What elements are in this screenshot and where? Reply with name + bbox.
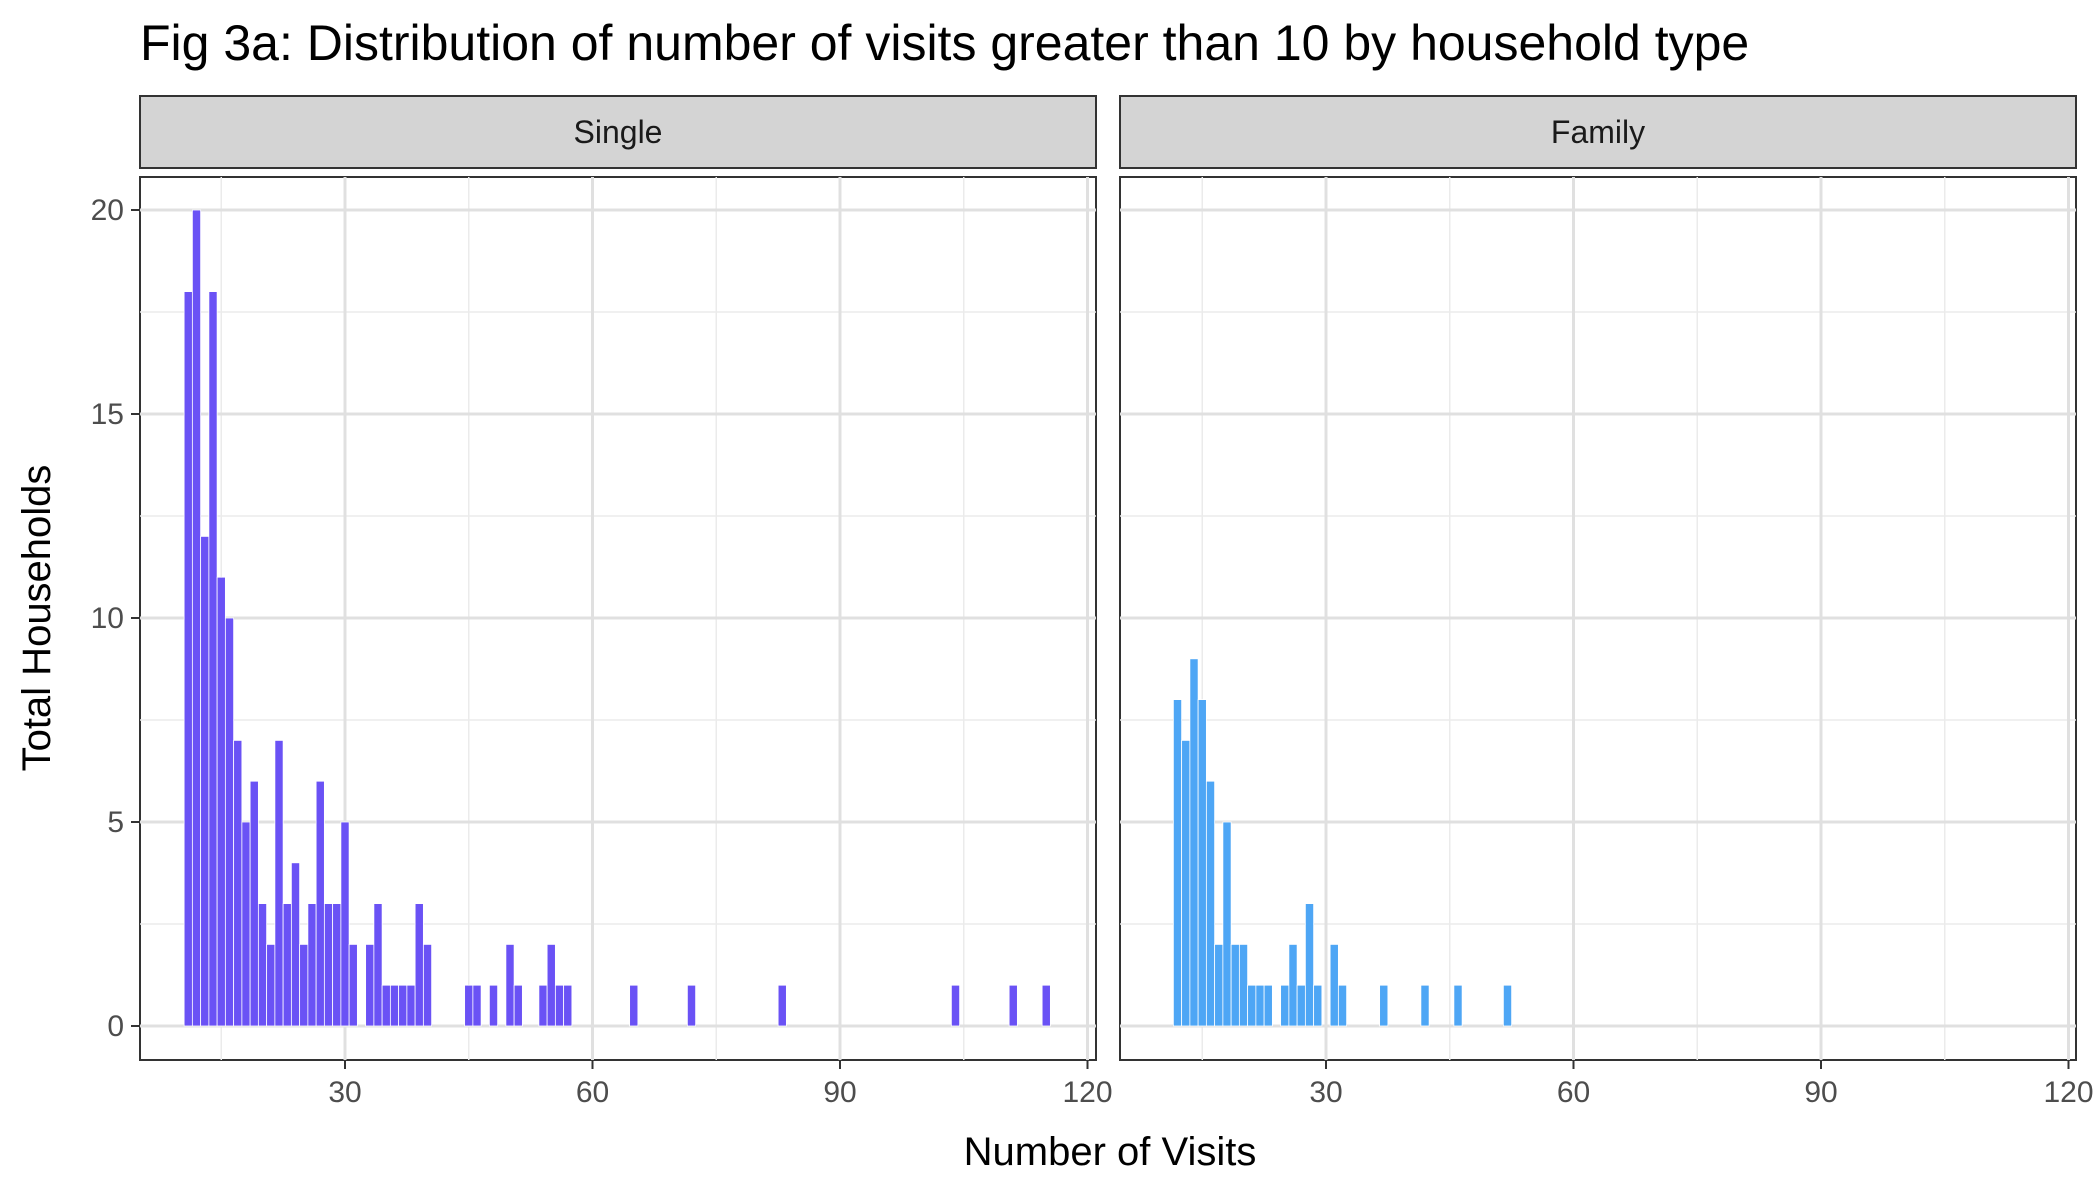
histogram-bar (365, 944, 375, 1027)
histogram-bar (373, 903, 383, 1027)
histogram-bar (282, 903, 292, 1027)
histogram-bar (323, 903, 334, 1027)
histogram-bar (233, 740, 243, 1027)
histogram-bar (249, 780, 259, 1027)
histogram-bar (1172, 699, 1183, 1027)
histogram-bar (1041, 984, 1051, 1027)
x-tick-label: 90 (1804, 1076, 1837, 1109)
histogram-bar (191, 209, 202, 1027)
histogram-bar (505, 944, 515, 1027)
histogram-bar (257, 903, 268, 1027)
histogram-bar (1222, 821, 1232, 1027)
facet-panels: Single 30 60 90 120 Family 30 60 90 120 (139, 95, 2094, 1109)
x-tick-label: 30 (1309, 1076, 1342, 1109)
histogram-bar (1197, 699, 1207, 1027)
histogram-bar (1313, 984, 1323, 1027)
y-tick-label: 0 (107, 1010, 124, 1043)
histogram-bar (290, 862, 301, 1027)
histogram-bar (422, 944, 433, 1027)
histogram-bar (1379, 984, 1389, 1027)
histogram-bar (1329, 944, 1339, 1027)
histogram-bar (1247, 984, 1257, 1027)
y-tick-label: 15 (91, 398, 124, 431)
histogram-bar (332, 903, 342, 1027)
histogram-bar (1189, 658, 1199, 1027)
x-tick-label: 120 (2043, 1076, 2093, 1109)
histogram-bar (538, 984, 548, 1027)
histogram-bar (307, 903, 317, 1027)
chart-title: Fig 3a: Distribution of number of visits… (140, 15, 1749, 71)
x-axis-title: Number of Visits (964, 1130, 1257, 1174)
y-axis-title: Total Households (15, 465, 59, 772)
facet-label: Single (574, 114, 663, 150)
histogram-bar (381, 984, 391, 1027)
histogram-bar (208, 291, 218, 1027)
histogram-bar (1337, 984, 1348, 1027)
y-tick-label: 20 (91, 194, 124, 227)
histogram-bar (1502, 984, 1513, 1027)
histogram-bar (1255, 984, 1265, 1027)
histogram-bar (1008, 984, 1018, 1027)
x-tick-label: 60 (1557, 1076, 1590, 1109)
y-axis: 0 5 10 15 20 (91, 194, 140, 1043)
y-tick-label: 5 (107, 806, 124, 839)
histogram-bar (1238, 944, 1249, 1027)
histogram-bar (1420, 984, 1430, 1027)
histogram-bar (266, 944, 276, 1027)
histogram-bar (1263, 984, 1273, 1027)
histogram-bar (183, 291, 193, 1027)
histogram-bar (241, 821, 251, 1027)
facet-panel-family: Family 30 60 90 120 (1119, 95, 2094, 1109)
histogram-bar (274, 740, 284, 1027)
histogram-bar (299, 944, 309, 1027)
histogram-bar (472, 984, 482, 1027)
histogram-bar (488, 984, 499, 1027)
histogram-bar (1296, 984, 1306, 1027)
facet-strip (139, 95, 1097, 169)
histogram-bar (1288, 944, 1298, 1027)
histogram-bar (1280, 984, 1290, 1027)
histogram-bar (406, 984, 416, 1027)
histogram-bar (398, 984, 408, 1027)
facet-strip (1119, 95, 2077, 169)
x-tick-label: 30 (328, 1076, 361, 1109)
histogram-bar (1453, 984, 1463, 1027)
x-tick-label: 120 (1062, 1076, 1112, 1109)
histogram-bar (414, 903, 424, 1027)
y-tick-label: 10 (91, 602, 124, 635)
histogram-bar (1205, 780, 1216, 1027)
histogram-bar (389, 984, 400, 1027)
histogram-bar (1214, 944, 1224, 1027)
histogram-bar (629, 984, 639, 1027)
histogram-bar (1181, 740, 1191, 1027)
histogram-bar (950, 984, 961, 1027)
histogram-bar (315, 780, 325, 1027)
histogram-bar (348, 944, 358, 1027)
histogram-bar (554, 984, 565, 1027)
histogram-bar (216, 576, 226, 1027)
histogram-bar (777, 984, 787, 1027)
x-tick-label: 90 (823, 1076, 856, 1109)
histogram-bar (340, 821, 350, 1027)
facet-panel-single: Single 30 60 90 120 (139, 95, 1113, 1109)
histogram-bar (1304, 903, 1315, 1027)
histogram-bar (224, 617, 235, 1027)
histogram-bar (546, 944, 556, 1027)
facet-label: Family (1551, 114, 1645, 150)
histogram-bar (1230, 944, 1240, 1027)
histogram-bar (464, 984, 474, 1027)
histogram-bar (200, 536, 210, 1027)
histogram-bar (686, 984, 697, 1027)
x-tick-label: 60 (576, 1076, 609, 1109)
histogram-bar (563, 984, 573, 1027)
histogram-bar (513, 984, 523, 1027)
